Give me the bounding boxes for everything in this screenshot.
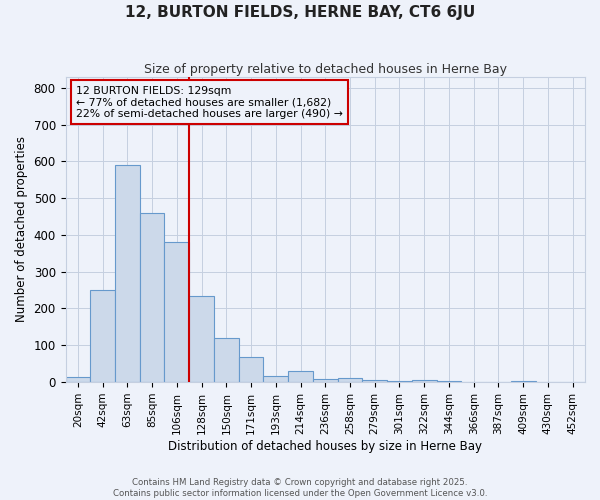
Y-axis label: Number of detached properties: Number of detached properties [15,136,28,322]
Title: Size of property relative to detached houses in Herne Bay: Size of property relative to detached ho… [144,62,507,76]
Bar [115,165,140,382]
Text: 12 BURTON FIELDS: 129sqm
← 77% of detached houses are smaller (1,682)
22% of sem: 12 BURTON FIELDS: 129sqm ← 77% of detach… [76,86,343,119]
Bar [362,380,387,382]
Bar [263,376,288,382]
Bar [65,378,90,382]
Bar [511,380,536,382]
Bar [189,296,214,382]
Bar [338,378,362,382]
X-axis label: Distribution of detached houses by size in Herne Bay: Distribution of detached houses by size … [168,440,482,452]
Bar [214,338,239,382]
Bar [164,242,189,382]
Text: 12, BURTON FIELDS, HERNE BAY, CT6 6JU: 12, BURTON FIELDS, HERNE BAY, CT6 6JU [125,5,475,20]
Bar [140,213,164,382]
Bar [313,379,338,382]
Bar [90,290,115,382]
Text: Contains HM Land Registry data © Crown copyright and database right 2025.
Contai: Contains HM Land Registry data © Crown c… [113,478,487,498]
Bar [239,357,263,382]
Bar [412,380,437,382]
Bar [288,371,313,382]
